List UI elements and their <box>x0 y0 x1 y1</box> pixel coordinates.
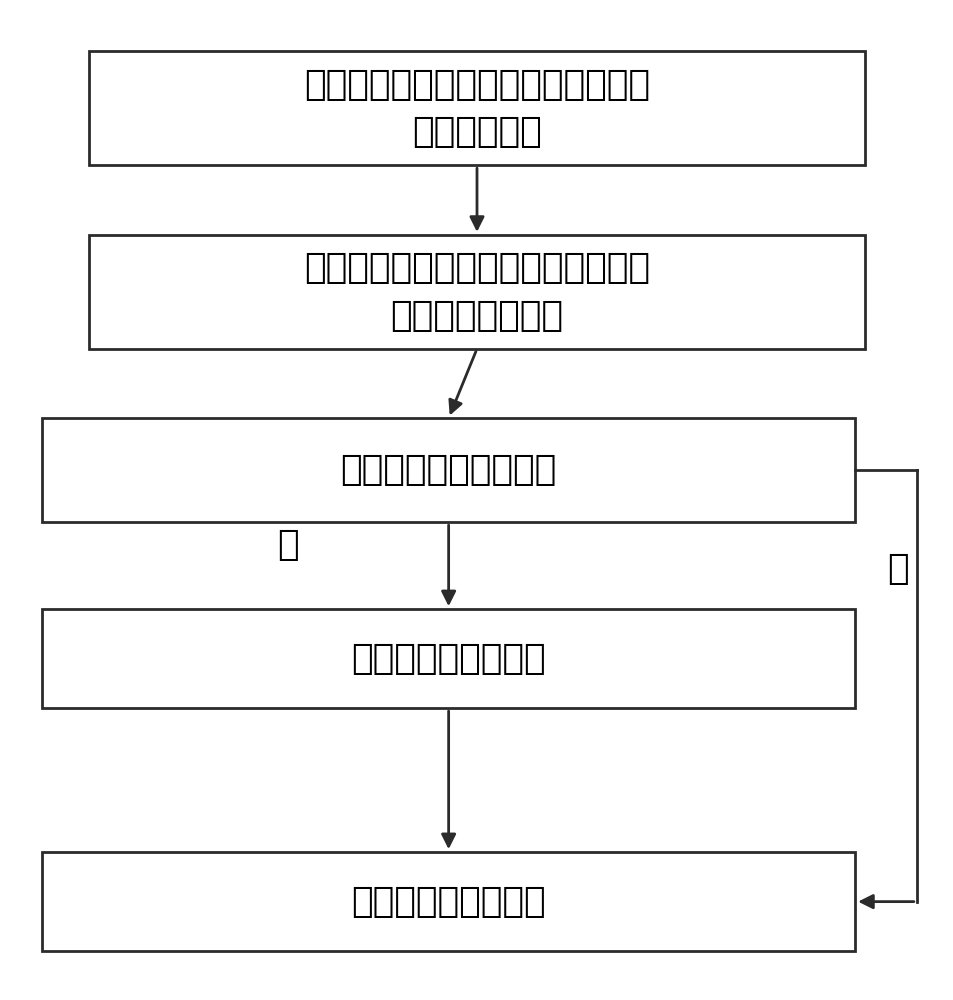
FancyBboxPatch shape <box>42 418 855 522</box>
Text: 否: 否 <box>276 528 298 562</box>
Text: 是: 是 <box>886 552 907 586</box>
Text: 判断区间内是否有数据: 判断区间内是否有数据 <box>340 453 557 487</box>
FancyBboxPatch shape <box>42 852 855 951</box>
Text: 定义为新的信道状态: 定义为新的信道状态 <box>351 885 545 919</box>
Text: 幅度衰减为横坐标，相位变化为纵坐
标平面内画图: 幅度衰减为横坐标，相位变化为纵坐 标平面内画图 <box>304 68 649 149</box>
FancyBboxPatch shape <box>42 609 855 708</box>
Text: 确定平面的区域边界，划分若干个面
积相等的二维区间: 确定平面的区域边界，划分若干个面 积相等的二维区间 <box>304 251 649 332</box>
FancyBboxPatch shape <box>90 51 863 165</box>
Text: 去除没有数据的区间: 去除没有数据的区间 <box>351 642 545 676</box>
FancyBboxPatch shape <box>90 235 863 349</box>
